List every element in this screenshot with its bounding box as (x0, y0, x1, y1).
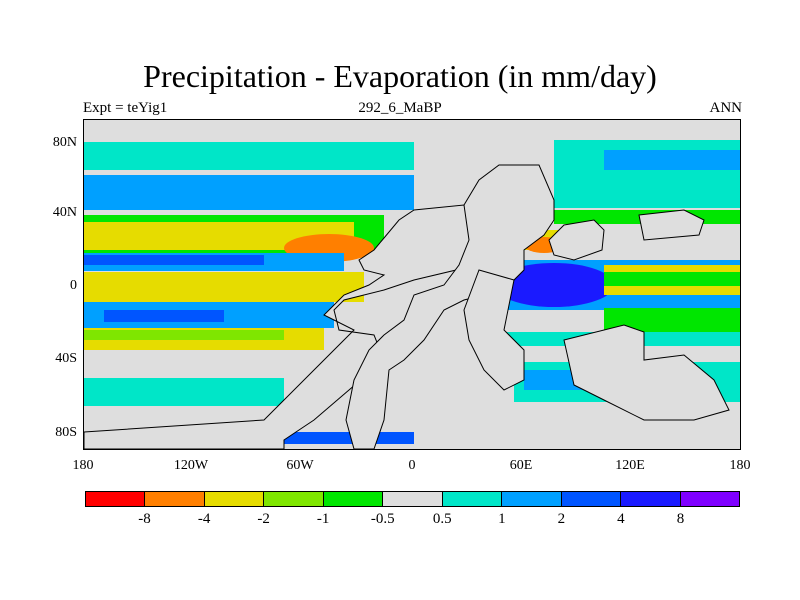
lat-tick: 40N (52, 205, 77, 220)
lon-tick: 120W (173, 458, 209, 473)
colorbar-label: 1 (498, 511, 506, 527)
colorbar-box (621, 492, 681, 506)
period-label: 292_6_MaBP (358, 100, 442, 116)
colorbar-box (264, 492, 324, 506)
colorbar-label: -1 (316, 511, 330, 527)
lon-tick: 180 (72, 458, 94, 473)
precip-evap-map (84, 120, 740, 449)
colorbar-label: -4 (197, 511, 211, 527)
colorbar-box (442, 492, 503, 506)
colorbar-label: -2 (257, 511, 270, 527)
lon-tick: 0 (408, 458, 416, 473)
colorbar-box (145, 492, 205, 506)
colorbar-label: 8 (676, 511, 685, 527)
colorbar-box (204, 492, 265, 506)
lat-tick: 80S (55, 425, 77, 440)
colorbar-box (502, 492, 562, 506)
colorbar-box (680, 492, 739, 506)
chart-title: Precipitation - Evaporation (in mm/day) (143, 58, 657, 94)
colorbar-label: -0.5 (370, 511, 395, 527)
colorbar-box (561, 492, 622, 506)
season-label: ANN (709, 100, 743, 116)
lon-tick: 120E (615, 458, 645, 473)
lon-tick: 180 (729, 458, 751, 473)
lat-tick: 80N (52, 135, 77, 150)
map-panel (83, 119, 741, 450)
colorbar-label: 4 (617, 511, 625, 527)
colorbar-label: 2 (557, 511, 566, 527)
lon-tick: 60W (286, 458, 314, 473)
colorbar-box (323, 492, 384, 506)
lon-tick: 60E (509, 458, 533, 473)
colorbar-box (86, 492, 146, 506)
colorbar-label: 0.5 (432, 511, 452, 527)
colorbar-box (383, 492, 443, 506)
colorbar (85, 491, 740, 507)
lat-tick: 40S (55, 351, 77, 366)
colorbar-label: -8 (138, 511, 151, 527)
experiment-label: Expt = teYig1 (83, 100, 168, 116)
lat-tick: 0 (70, 278, 77, 293)
